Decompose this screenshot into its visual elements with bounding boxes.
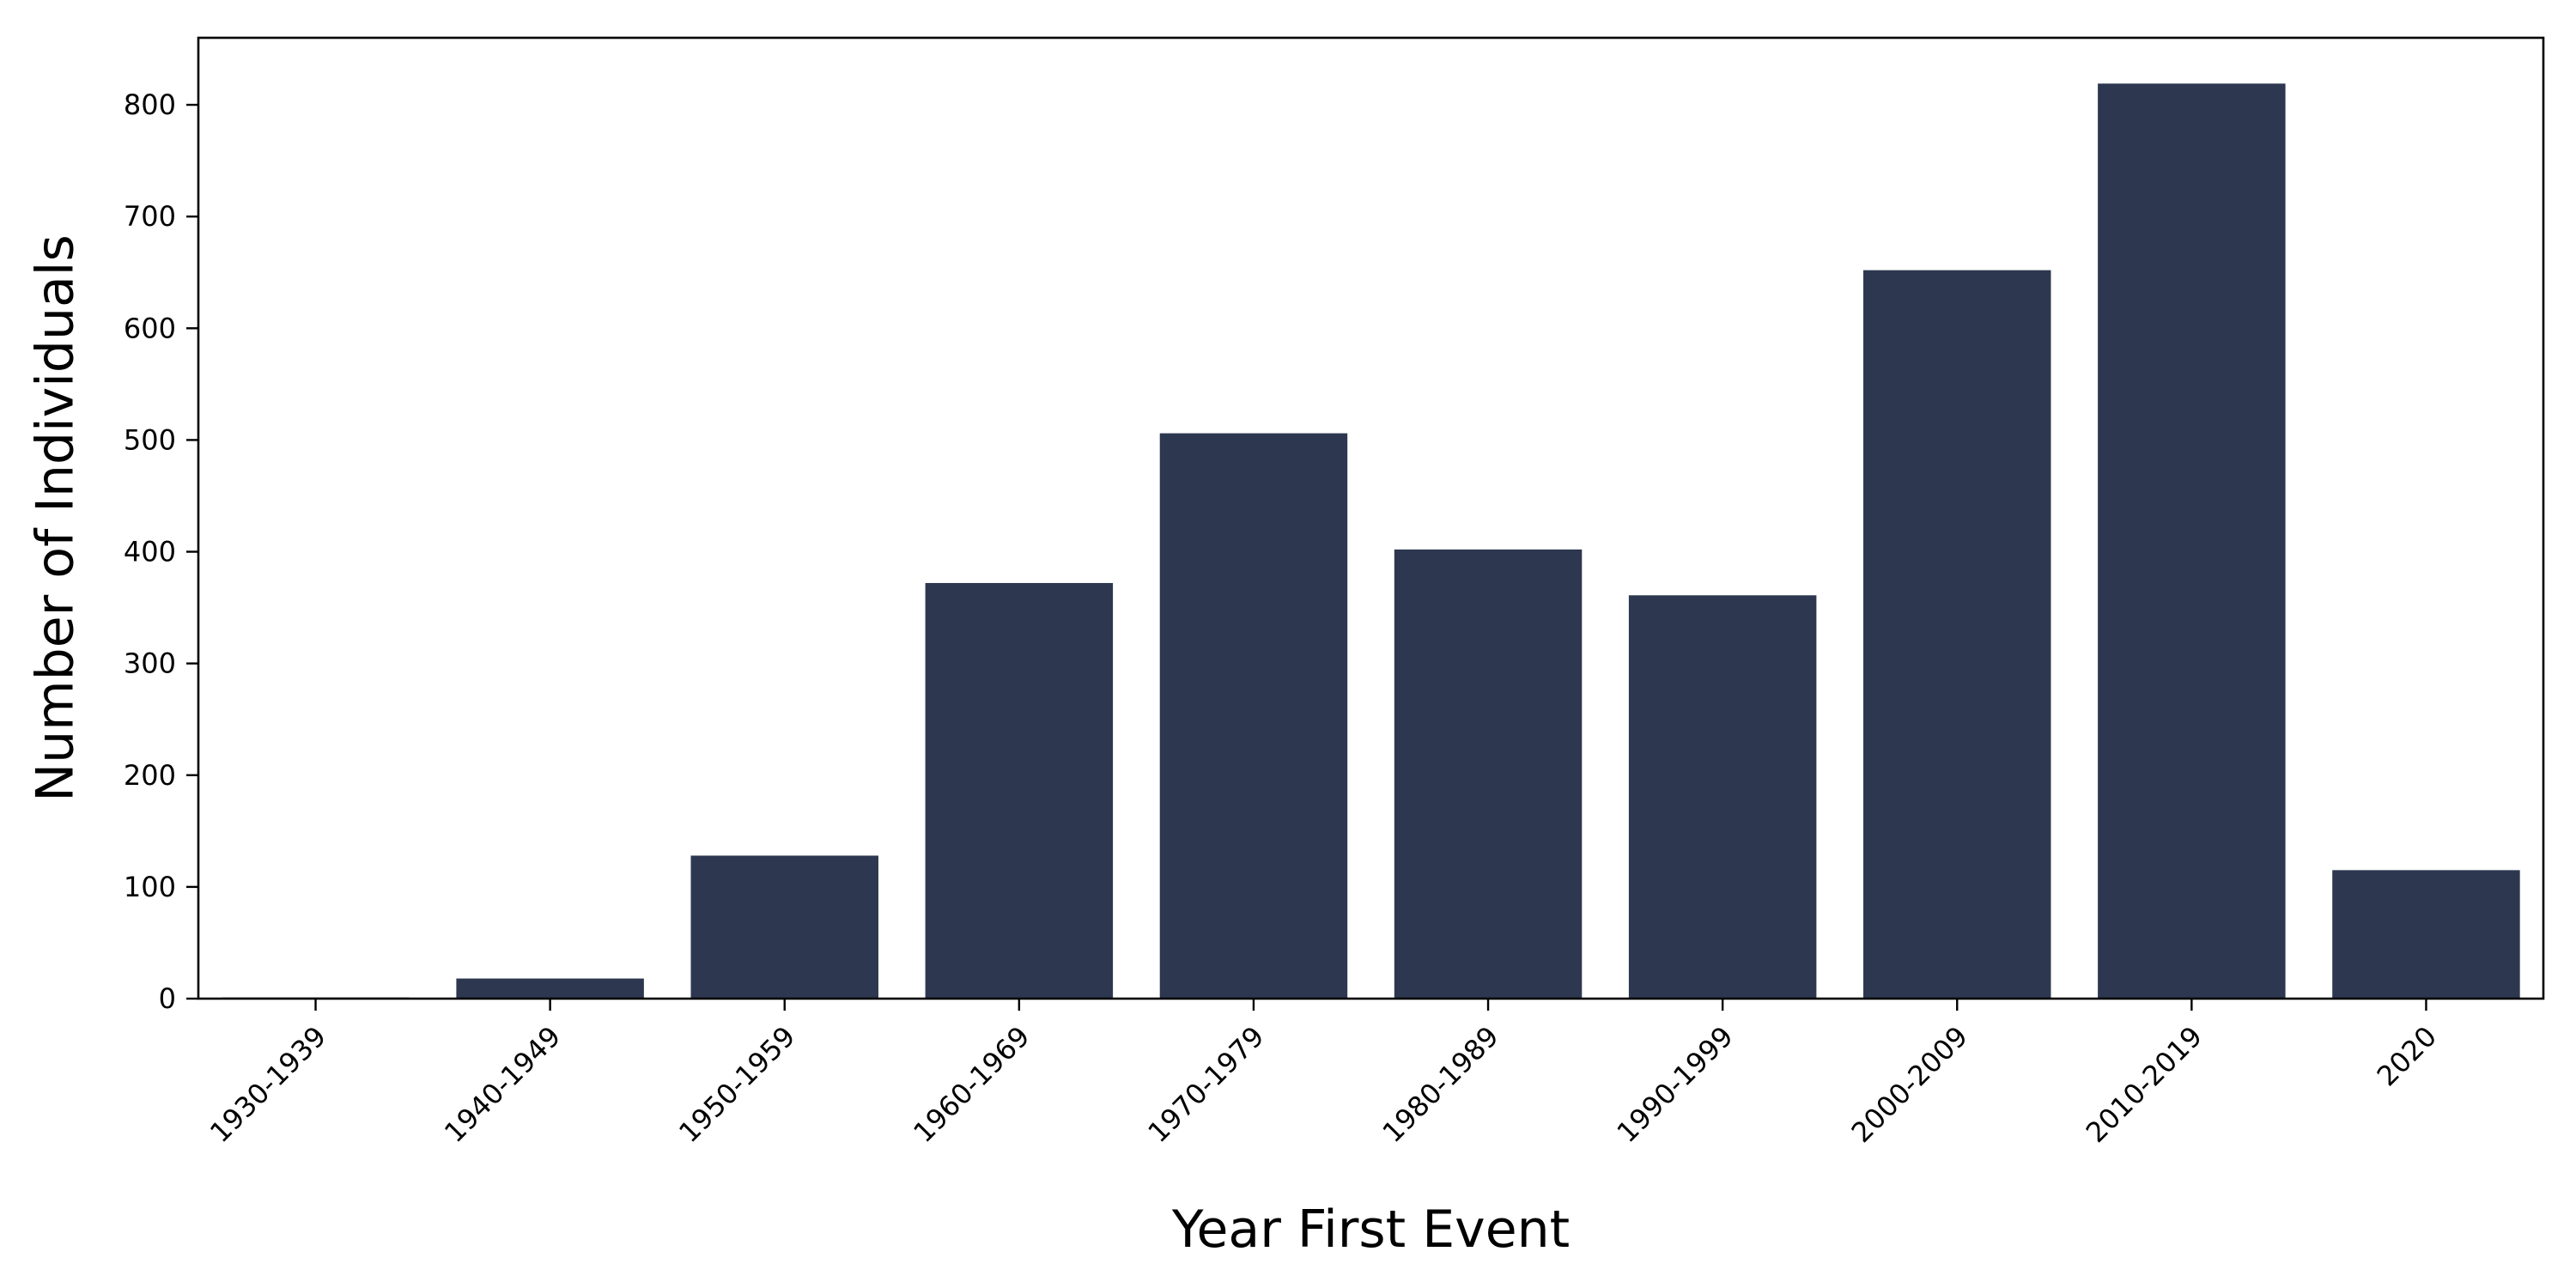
bar-1960-1969 [925, 582, 1114, 999]
y-tick-label: 400 [124, 536, 176, 568]
y-tick-label: 0 [159, 982, 176, 1015]
bar-1950-1959 [690, 855, 878, 999]
y-tick-label: 300 [124, 647, 176, 680]
y-tick-label: 800 [124, 88, 176, 121]
plot-frame [197, 36, 2545, 1000]
y-tick-label: 200 [124, 759, 176, 792]
bar-2000-2009 [1863, 270, 2051, 999]
y-tick-label: 500 [124, 423, 176, 456]
bar-1940-1949 [456, 978, 644, 999]
y-tick-label: 700 [124, 200, 176, 233]
bar-1980-1989 [1394, 549, 1583, 999]
y-tick-label: 100 [124, 871, 176, 903]
y-tick-label: 600 [124, 312, 176, 344]
bar-2010-2019 [2098, 83, 2286, 999]
bars-group [222, 83, 2520, 999]
y-axis-title: Number of Individuals [26, 234, 86, 801]
y-axis: 0 100 200 300 400 500 600 700 800 [124, 88, 198, 1015]
bar-1970-1979 [1159, 433, 1348, 999]
bar-2020 [2332, 870, 2520, 999]
x-axis-title: Year First Event [1171, 1200, 1570, 1260]
bar-1990-1999 [1628, 595, 1817, 999]
